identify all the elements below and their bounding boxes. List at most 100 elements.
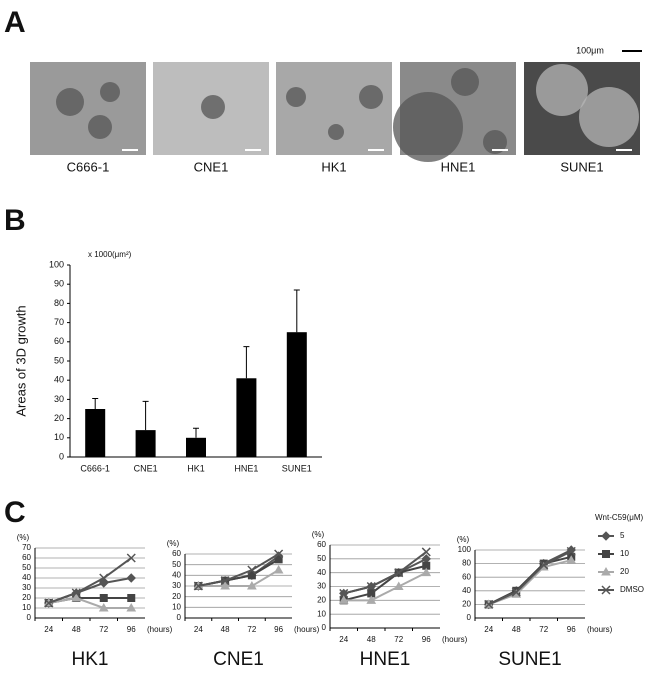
series-line bbox=[488, 550, 572, 606]
data-point bbox=[421, 554, 431, 564]
x-axis-label: (hours) bbox=[147, 625, 173, 634]
y-tick-label: 60 bbox=[462, 572, 471, 581]
data-point bbox=[366, 595, 377, 604]
error-bar bbox=[193, 427, 199, 438]
x-tick-label: 24 bbox=[339, 635, 348, 644]
error-bar bbox=[243, 346, 250, 379]
y-tick-label: 0 bbox=[177, 613, 182, 622]
y-tick-label: 20 bbox=[462, 600, 471, 609]
y-tick-label: 50 bbox=[54, 355, 64, 365]
y-axis-label: Areas of 3D growth bbox=[13, 305, 28, 416]
bar bbox=[236, 378, 257, 457]
data-point bbox=[126, 602, 137, 612]
data-point bbox=[421, 547, 431, 557]
bar bbox=[186, 437, 206, 457]
y-tick-label: 10 bbox=[172, 602, 181, 611]
y-tick-label: 80 bbox=[462, 559, 471, 568]
spheroid bbox=[88, 115, 112, 139]
series-line bbox=[343, 571, 427, 602]
y-tick-label: 50 bbox=[317, 554, 326, 563]
x-tick-label: 24 bbox=[44, 625, 53, 634]
y-tick-label: 50 bbox=[22, 563, 31, 572]
y-tick-label: 0 bbox=[322, 623, 327, 632]
legend-label: 5 bbox=[620, 531, 625, 540]
y-tick-label: 60 bbox=[317, 540, 326, 549]
data-point bbox=[274, 555, 283, 564]
data-point bbox=[484, 599, 494, 609]
bar bbox=[135, 430, 156, 457]
x-tick-label: 96 bbox=[274, 625, 283, 634]
x-tick-label: 72 bbox=[247, 625, 256, 634]
series-line bbox=[343, 551, 427, 595]
data-point bbox=[274, 549, 284, 559]
legend-marker bbox=[601, 531, 611, 541]
y-tick-label: 60 bbox=[172, 549, 181, 558]
x-tick-label: 48 bbox=[512, 625, 521, 634]
legend-label: 10 bbox=[620, 549, 629, 558]
y-tick-label: 80 bbox=[54, 298, 64, 308]
data-point bbox=[247, 571, 256, 580]
data-point bbox=[247, 565, 257, 575]
data-point bbox=[71, 588, 81, 598]
data-point bbox=[126, 573, 136, 583]
data-point bbox=[511, 587, 521, 597]
y-tick-label: 60 bbox=[54, 336, 64, 346]
data-point bbox=[98, 602, 109, 612]
y-tick-label: 10 bbox=[54, 432, 64, 442]
series-line bbox=[48, 596, 132, 609]
series-line bbox=[198, 569, 280, 587]
x-tick-label: HK1 bbox=[187, 463, 205, 473]
x-tick-label: CNE1 bbox=[134, 463, 158, 473]
image-caption: SUNE1 bbox=[560, 159, 603, 174]
micrograph bbox=[30, 62, 146, 155]
image-caption: CNE1 bbox=[194, 159, 229, 174]
x-tick-label: HNE1 bbox=[234, 463, 258, 473]
spheroid bbox=[328, 124, 344, 140]
unit-label: x 1000(μm²) bbox=[88, 250, 132, 259]
legend-label: 20 bbox=[620, 567, 629, 576]
y-tick-label: 100 bbox=[458, 545, 472, 554]
bar bbox=[85, 409, 106, 457]
legend-label: DMSO bbox=[620, 585, 644, 594]
spheroid bbox=[201, 95, 225, 119]
legend-title: Wnt-C59(μM) bbox=[595, 513, 644, 522]
x-tick-label: 72 bbox=[394, 635, 403, 644]
data-point bbox=[566, 555, 577, 564]
scale-bar-label: 100μm bbox=[576, 45, 604, 55]
y-tick-label: 10 bbox=[22, 603, 31, 612]
x-tick-label: 24 bbox=[484, 625, 493, 634]
y-tick-label: 20 bbox=[54, 413, 64, 423]
x-axis-label: (hours) bbox=[294, 625, 320, 634]
data-point bbox=[99, 573, 109, 583]
legend-marker bbox=[602, 550, 610, 558]
series-line bbox=[48, 557, 132, 604]
image-caption: C666-1 bbox=[67, 159, 110, 174]
legend-marker bbox=[601, 585, 611, 595]
y-tick-label: 70 bbox=[54, 317, 64, 327]
data-point bbox=[393, 581, 404, 590]
series-line bbox=[198, 558, 280, 587]
y-tick-label: 10 bbox=[317, 609, 326, 618]
y-tick-label: 0 bbox=[467, 613, 472, 622]
y-tick-label: 30 bbox=[172, 581, 181, 590]
data-point bbox=[44, 598, 54, 608]
y-tick-label: 20 bbox=[172, 592, 181, 601]
chart-title: HK1 bbox=[72, 649, 109, 670]
series-line bbox=[198, 553, 280, 587]
data-point bbox=[539, 560, 549, 570]
chart-title: SUNE1 bbox=[498, 649, 561, 670]
y-tick-label: 30 bbox=[317, 582, 326, 591]
x-tick-label: SUNE1 bbox=[282, 463, 312, 473]
image-caption: HNE1 bbox=[441, 159, 476, 174]
legend-marker bbox=[601, 566, 611, 576]
data-point bbox=[99, 594, 108, 602]
data-point bbox=[247, 580, 257, 590]
y-tick-label: 20 bbox=[317, 595, 326, 604]
spheroid bbox=[536, 64, 588, 116]
y-tick-label: 40 bbox=[317, 568, 326, 577]
x-tick-label: 72 bbox=[539, 625, 548, 634]
bar bbox=[286, 332, 307, 457]
y-tick-label: 40 bbox=[172, 570, 181, 579]
data-point bbox=[126, 553, 136, 563]
